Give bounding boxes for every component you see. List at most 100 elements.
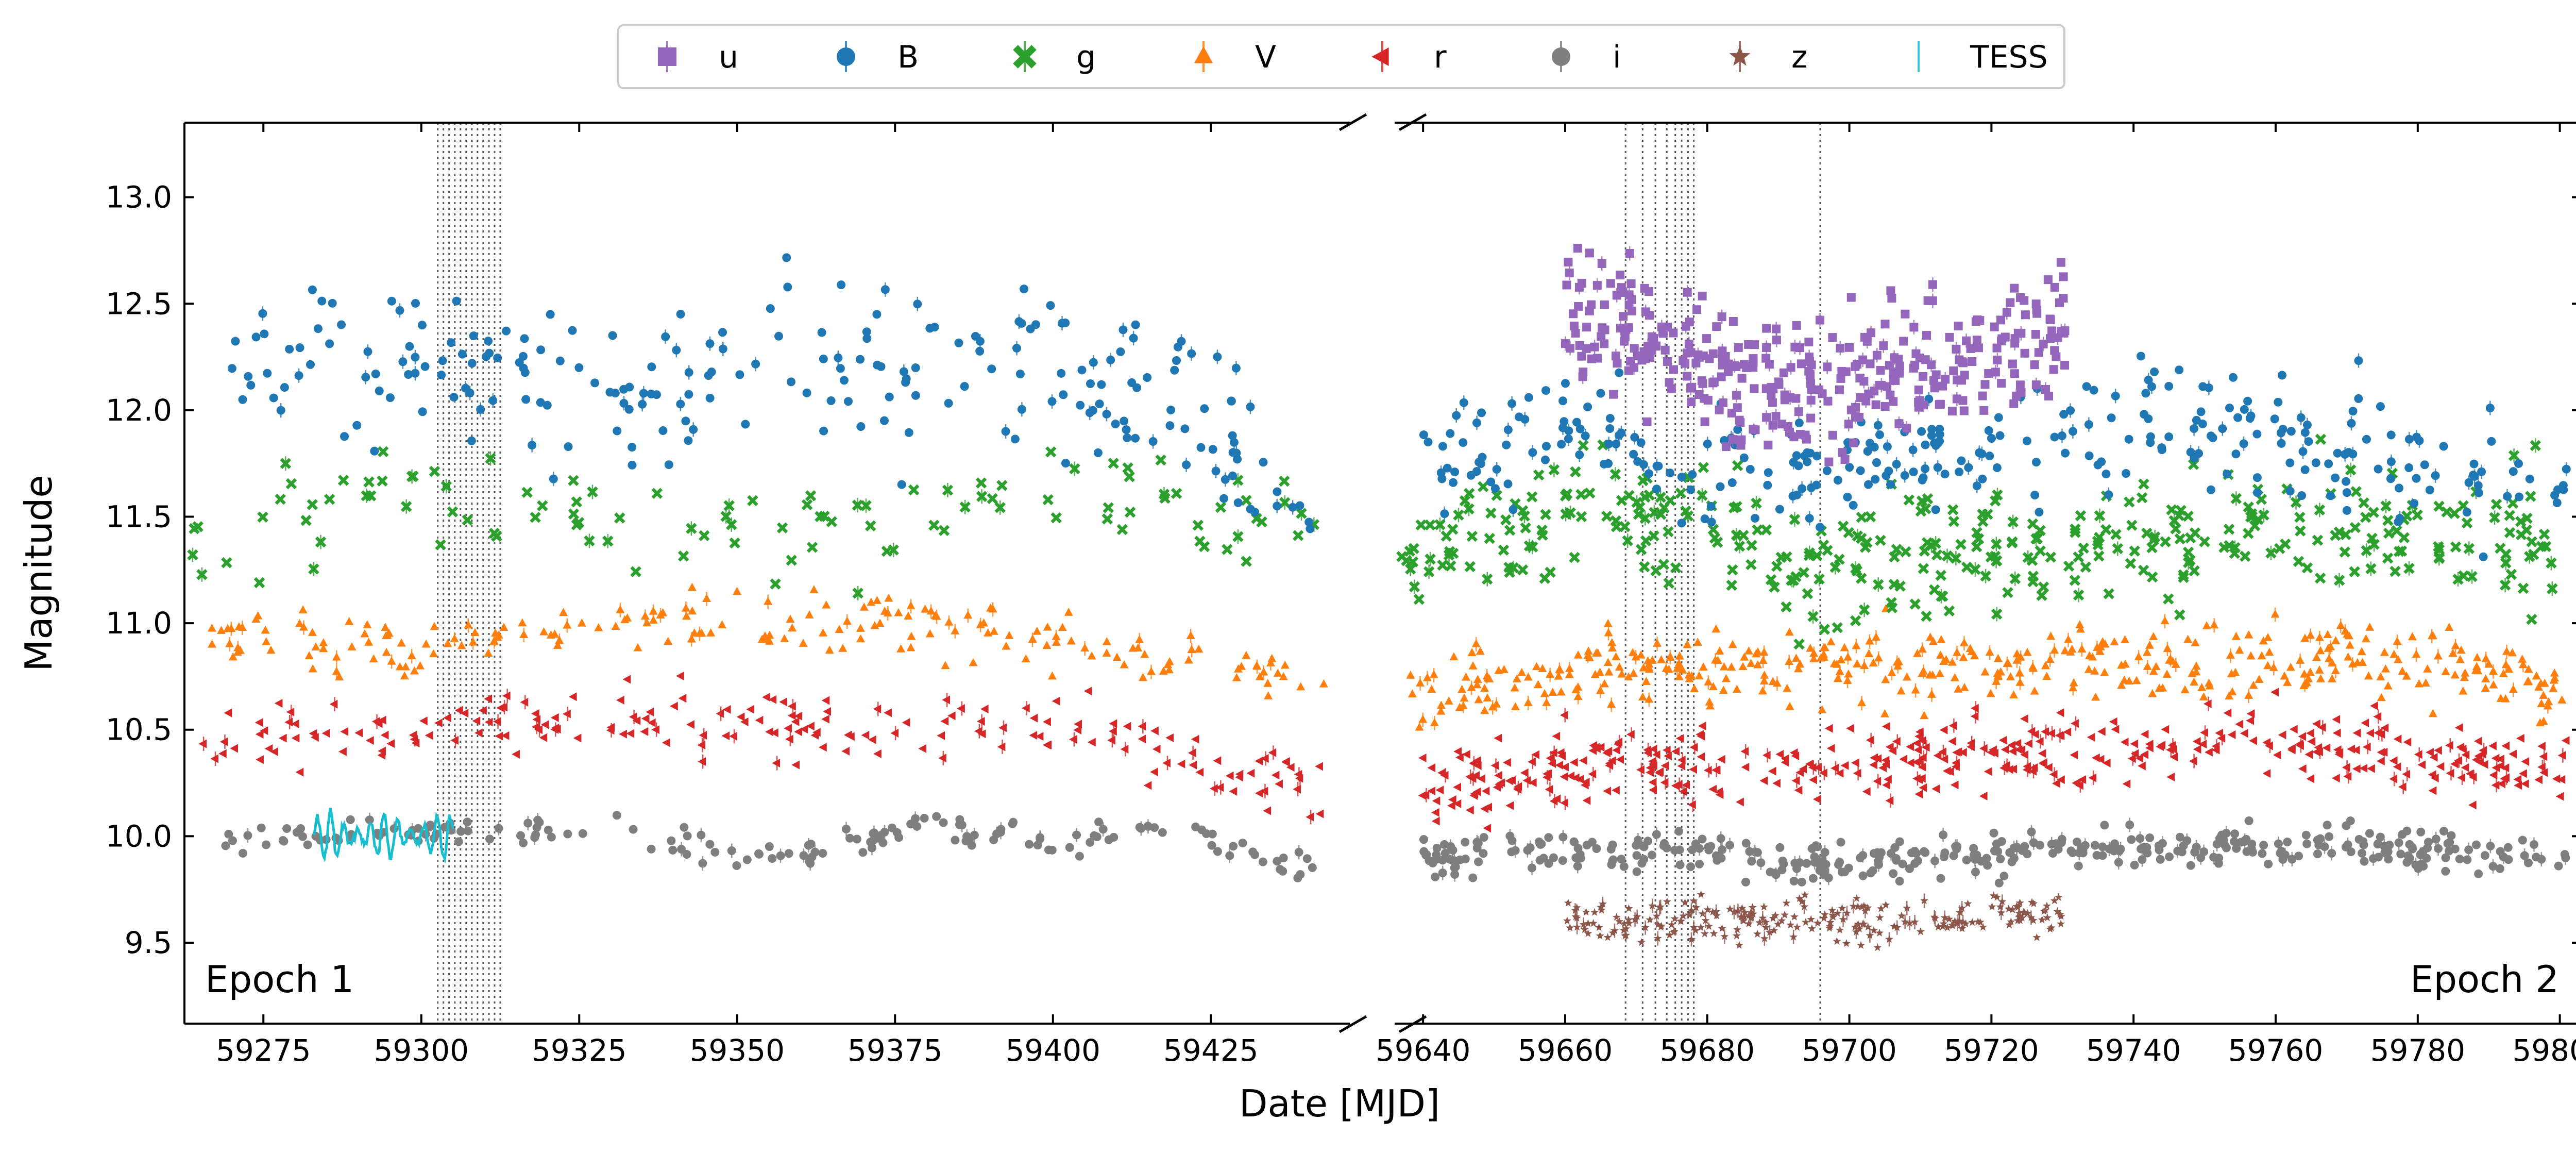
data-point-i — [2445, 838, 2454, 847]
data-point-b — [2515, 492, 2524, 502]
data-point-u — [2056, 258, 2065, 267]
data-point-r — [1427, 763, 1436, 773]
data-point-v — [1892, 657, 1902, 666]
data-point-v — [2067, 644, 2077, 653]
data-point-i — [1419, 835, 1428, 844]
data-point-z — [2007, 917, 2015, 926]
data-point-b — [1001, 427, 1010, 436]
data-point-v — [1147, 666, 1156, 675]
data-point-b — [411, 369, 420, 378]
data-point-r — [1575, 775, 1584, 784]
data-point-g — [2230, 493, 2242, 504]
data-point-g — [377, 475, 388, 487]
data-point-b — [1630, 432, 1639, 442]
panel-epoch1-data — [187, 123, 1328, 1024]
data-point-v — [295, 619, 304, 627]
data-point-g — [1464, 561, 1476, 573]
data-point-v — [1510, 683, 1519, 692]
data-point-i — [2229, 837, 2239, 846]
data-point-u — [1652, 341, 1661, 350]
data-point-b — [1700, 514, 1709, 524]
data-point-g — [1918, 563, 1929, 574]
data-point-z — [1580, 925, 1589, 933]
data-point-i — [1191, 822, 1200, 831]
data-point-z — [1624, 904, 1633, 912]
legend-entry-z: z — [1729, 39, 1808, 75]
data-point-b — [885, 392, 894, 402]
data-point-b — [704, 371, 713, 380]
data-point-z — [1890, 922, 1899, 930]
data-point-g — [2035, 545, 2046, 557]
data-point-r — [740, 717, 749, 727]
data-point-v — [2030, 686, 2039, 695]
data-point-b — [1985, 452, 1994, 461]
data-point-g — [1935, 570, 1947, 581]
data-point-v — [1645, 694, 1654, 703]
data-point-z — [1563, 916, 1571, 925]
data-point-b — [1686, 485, 1696, 494]
data-point-v — [2535, 718, 2545, 727]
data-point-i — [2258, 849, 2267, 858]
data-point-v — [1474, 695, 1483, 704]
data-point-u — [2010, 369, 2019, 378]
data-point-r — [873, 705, 882, 714]
data-point-g — [1832, 622, 1843, 633]
data-point-g — [1437, 559, 1448, 571]
data-point-b — [2239, 439, 2248, 448]
data-point-b — [1995, 431, 2005, 440]
data-point-v — [387, 656, 396, 665]
data-point-v — [2302, 678, 2312, 687]
data-point-b — [1076, 400, 1085, 410]
data-point-i — [939, 818, 948, 827]
data-point-r — [1939, 725, 1948, 734]
data-point-r — [1588, 770, 1597, 779]
data-point-v — [1186, 631, 1195, 639]
data-point-v — [2028, 662, 2038, 671]
data-point-v — [253, 611, 263, 620]
data-point-i — [563, 829, 572, 839]
data-point-u — [1902, 424, 1911, 433]
data-point-r — [1958, 748, 1967, 757]
data-point-g — [1413, 593, 1425, 605]
data-point-z — [1833, 937, 1841, 945]
data-point-b — [2057, 431, 2066, 441]
data-point-r — [2008, 747, 2017, 756]
data-point-g — [1663, 526, 1674, 538]
data-point-z — [1948, 921, 1957, 929]
data-point-v — [2246, 651, 2256, 660]
data-point-v — [1607, 638, 1617, 646]
data-point-g — [2063, 560, 2075, 572]
data-point-b — [1575, 450, 1584, 459]
data-point-v — [1840, 643, 1849, 651]
data-point-g — [1616, 495, 1628, 506]
data-point-i — [1856, 853, 1865, 862]
data-point-g — [2168, 515, 2180, 527]
data-point-u — [1927, 360, 1936, 370]
data-point-b — [1775, 505, 1784, 514]
data-point-g — [2350, 486, 2362, 497]
data-point-v — [1857, 698, 1867, 707]
data-point-v — [1242, 650, 1251, 659]
data-point-i — [282, 824, 292, 833]
data-point-v — [1833, 674, 1842, 682]
data-point-u — [2021, 310, 2030, 320]
data-point-v — [266, 645, 276, 654]
data-point-g — [2110, 529, 2122, 540]
data-point-i — [2209, 853, 2218, 862]
data-point-r — [1762, 750, 1771, 760]
data-point-v — [2231, 631, 2241, 640]
data-point-v — [706, 628, 716, 637]
data-point-v — [1263, 679, 1273, 687]
data-point-b — [2347, 419, 2356, 428]
data-point-r — [2314, 743, 2323, 752]
data-point-z — [2015, 898, 2024, 907]
data-point-g — [1575, 511, 1587, 523]
data-point-b — [1909, 467, 1918, 477]
data-point-g — [307, 499, 318, 510]
data-point-u — [1721, 442, 1731, 452]
data-point-b — [1558, 396, 1568, 406]
data-point-g — [1296, 508, 1307, 519]
data-point-u — [1794, 407, 1803, 416]
data-point-r — [2211, 745, 2220, 755]
legend-label: TESS — [1970, 39, 2048, 75]
